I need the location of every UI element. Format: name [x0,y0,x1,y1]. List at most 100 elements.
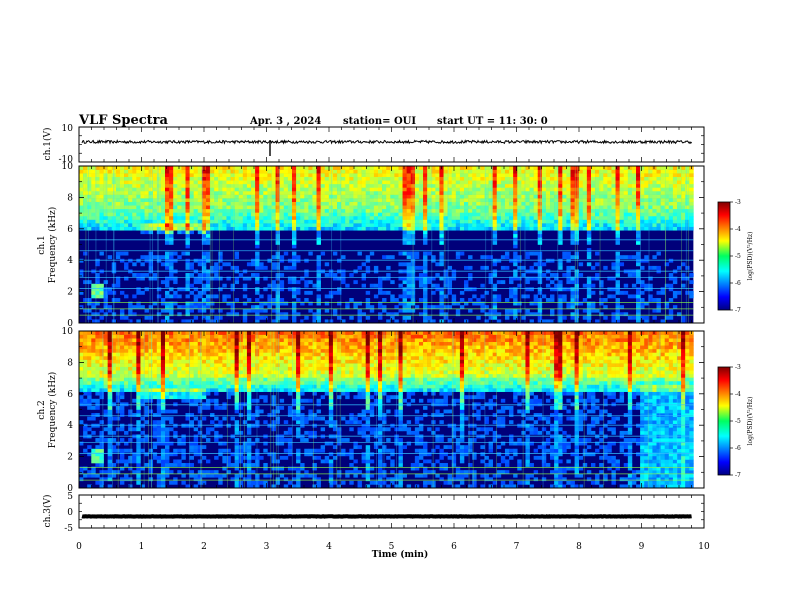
spectrogram-cell [185,348,190,353]
spectrogram-cell [242,283,248,288]
spectrogram-cell [95,183,100,188]
spectrogram-cell [107,441,113,446]
spectrogram-cell [459,201,465,206]
spectrogram-cell [144,187,149,192]
spectrogram-cell [660,187,666,192]
spectrogram-cell [251,219,256,224]
spectrogram-cell [484,169,489,174]
spectrogram-cell [472,180,477,185]
spectrogram-cell [402,223,407,227]
spectrogram-cell [423,294,428,299]
spectrogram-cell [320,226,326,231]
spectrogram-cell [79,166,84,170]
spectrogram-cell [541,319,547,324]
spectrogram-cell [197,359,203,364]
spectrogram-cell [320,205,326,210]
spectrogram-cell [500,183,506,188]
spectrogram-cell [640,265,645,270]
spectrogram-cell [111,169,117,174]
spectrogram-cell [156,223,162,227]
spectrogram-cell [128,194,133,199]
spectrogram-cell [87,180,92,185]
spectrogram-cell [115,338,121,343]
spectrogram-cell [636,166,641,170]
spectrogram-cell [484,255,489,260]
spectrogram-cell [304,173,309,178]
spectrogram-cell [132,219,137,224]
spectrogram-cell [418,183,424,188]
spectrogram-cell [271,265,276,270]
spectrogram-cell [521,198,526,202]
spectrogram-cell [455,169,461,174]
spectrogram-cell [222,212,227,217]
spectrogram-cell [631,180,637,185]
spectrogram-cell [570,298,575,302]
spectrogram-cell [337,287,342,292]
spectrogram-cell [271,187,276,192]
spectrogram-cell [439,255,444,260]
spectrogram-cell [365,176,371,181]
spectrogram-cell [357,180,362,185]
spectrogram-cell [91,416,96,421]
spectrogram-cell [152,373,158,378]
spectrogram-cell [99,388,104,392]
spectrogram-cell [177,334,182,339]
spectrogram-cell [398,262,403,267]
spectrogram-cell [152,413,158,417]
spectrogram-cell [451,208,457,213]
spectrogram-cell [119,215,125,220]
spectrogram-cell [267,226,272,231]
spectrogram-cell [427,176,432,181]
spectrogram-cell [140,187,145,192]
spectrogram-cell [636,223,641,227]
spectrogram-cell [246,212,252,217]
spectrogram-cell [124,198,129,202]
spectrogram-cell [119,352,125,357]
spectrogram-cell [525,226,530,231]
spectrogram-cell [668,208,674,213]
spectrogram-cell [386,273,391,277]
spectrogram-cell [578,208,584,213]
spectrogram-cell [685,290,690,295]
spectrogram-cell [689,198,694,202]
spectrogram-cell [279,219,285,224]
spectrogram-cell [140,388,145,392]
spectrogram-cell [324,223,330,227]
spectrogram-cell [140,366,145,371]
spectrogram-cell [308,183,313,188]
spectrogram-cell [488,276,493,281]
spectrogram-cell [644,183,649,188]
spectrogram-cell [181,441,186,446]
spectrogram-cell [279,283,285,288]
spectrogram-cell [648,194,653,199]
spectrogram-cell [136,276,141,281]
spectrogram-cell [181,348,186,353]
spectrogram-cell [128,377,133,382]
spectrogram-cell [103,290,108,295]
spectrogram-cell [79,420,84,425]
spectrogram-cell [234,223,240,227]
spectrogram-cell [201,341,207,346]
spectrogram-cell [586,219,592,224]
spectrogram-cell [111,338,117,343]
spectrogram-cell [423,230,428,235]
spectrogram-cell [185,265,190,270]
spectrogram-cell [623,255,629,260]
spectrogram-cell [595,173,600,178]
spectrogram-cell [115,409,121,414]
spectrogram-cell [226,190,231,195]
spectrogram-cell [427,169,432,174]
spectrogram-cell [636,205,641,210]
spectrogram-cell [173,355,178,360]
spectrogram-cell [373,194,379,199]
spectrogram-cell [529,212,534,217]
spectrogram-cell [402,194,407,199]
spectrogram-cell [103,215,108,220]
spectrogram-cell [570,187,575,192]
spectrogram-cell [193,280,199,285]
spectrogram-cell [644,176,649,181]
spectrogram-cell [267,198,272,202]
spectrogram-cell [337,276,342,281]
spectrogram-cell [91,345,96,350]
spectrogram-cell [312,212,317,217]
